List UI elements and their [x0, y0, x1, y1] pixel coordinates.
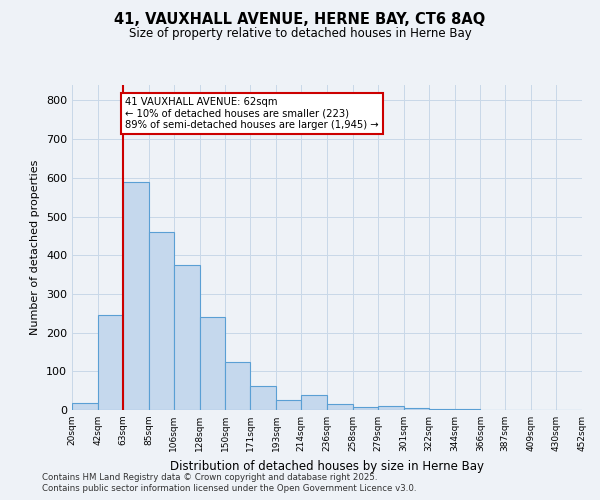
Text: Contains public sector information licensed under the Open Government Licence v3: Contains public sector information licen…: [42, 484, 416, 493]
Bar: [301, 396, 327, 410]
X-axis label: Distribution of detached houses by size in Herne Bay: Distribution of detached houses by size …: [170, 460, 484, 472]
Bar: [123, 182, 149, 410]
Bar: [276, 400, 301, 410]
Bar: [404, 408, 428, 410]
Bar: [149, 232, 173, 410]
Y-axis label: Number of detached properties: Number of detached properties: [31, 160, 40, 335]
Bar: [250, 386, 276, 410]
Bar: [72, 403, 98, 410]
Bar: [455, 409, 481, 410]
Text: Size of property relative to detached houses in Herne Bay: Size of property relative to detached ho…: [128, 28, 472, 40]
Bar: [226, 362, 250, 410]
Text: 41 VAUXHALL AVENUE: 62sqm
← 10% of detached houses are smaller (223)
89% of semi: 41 VAUXHALL AVENUE: 62sqm ← 10% of detac…: [125, 96, 379, 130]
Bar: [327, 404, 353, 410]
Text: 41, VAUXHALL AVENUE, HERNE BAY, CT6 8AQ: 41, VAUXHALL AVENUE, HERNE BAY, CT6 8AQ: [115, 12, 485, 28]
Bar: [199, 317, 226, 410]
Bar: [173, 265, 199, 410]
Bar: [428, 409, 455, 410]
Text: Contains HM Land Registry data © Crown copyright and database right 2025.: Contains HM Land Registry data © Crown c…: [42, 472, 377, 482]
Bar: [378, 406, 404, 410]
Bar: [98, 315, 123, 410]
Bar: [353, 407, 378, 410]
